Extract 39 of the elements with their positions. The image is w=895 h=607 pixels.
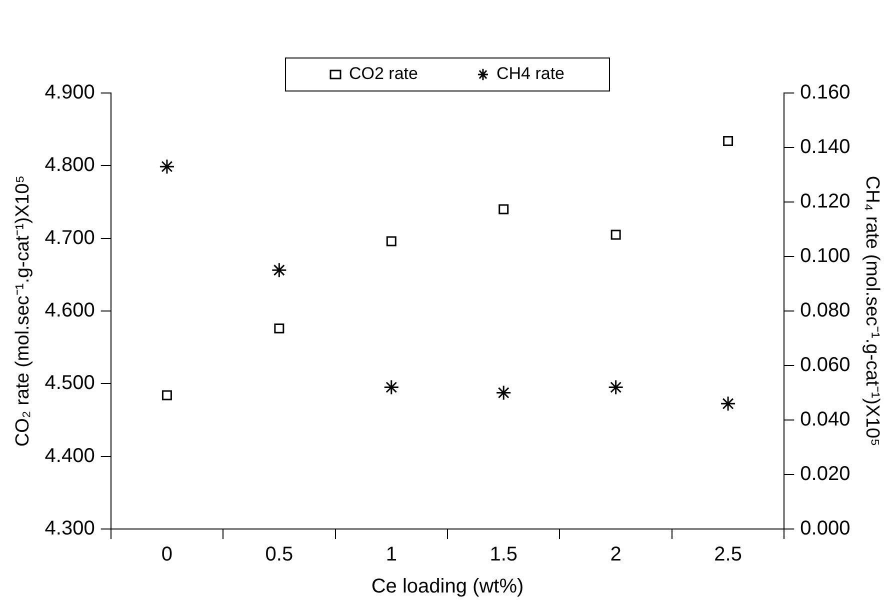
- point: [159, 158, 175, 174]
- point: [271, 262, 287, 278]
- point: [608, 380, 624, 396]
- y-tick-label: 4.900: [44, 82, 95, 104]
- point: [274, 323, 284, 334]
- legend-label: CH4 rate: [496, 64, 565, 84]
- y2-tick-label: 0.040: [800, 408, 850, 431]
- point: [162, 390, 172, 400]
- point: [498, 204, 509, 214]
- point: [723, 136, 734, 146]
- x-axis-title: Ce loading (wt%): [371, 576, 524, 598]
- y-tick-label: 4.500: [44, 372, 95, 394]
- point: [384, 380, 400, 396]
- point: [386, 236, 396, 246]
- x-tick-label: 1.5: [490, 544, 518, 566]
- x-tick-label: 2.5: [714, 544, 742, 566]
- y2-tick-label: 0.140: [800, 136, 850, 158]
- point: [496, 385, 512, 400]
- x-tick-label: 2: [610, 544, 622, 566]
- y2-tick-label: 0.080: [800, 300, 850, 322]
- y-tick-label: 4.700: [44, 226, 95, 249]
- y2-tick-label: 0.000: [800, 518, 850, 540]
- x-tick-label: 0.5: [265, 544, 294, 566]
- y-tick-label: 4.300: [44, 518, 95, 540]
- x-tick-label: 0: [161, 544, 173, 566]
- y2-tick-label: 0.160: [800, 82, 850, 104]
- x-tick-label: 1: [386, 544, 397, 566]
- y2-tick-label: 0.100: [800, 245, 850, 268]
- legend-label: CO2 rate: [349, 64, 418, 84]
- y2-tick-label: 0.020: [800, 463, 850, 486]
- y-axis-title: CO₂ rate (mol.sec⁻¹.g-cat⁻¹)X10⁵: [12, 175, 34, 447]
- y-tick-label: 4.800: [44, 154, 95, 176]
- y2-axis-title: CH₄ rate (mol.sec⁻¹.g-cat⁻¹)X10⁵: [861, 176, 882, 446]
- y2-tick-label: 0.060: [800, 354, 850, 376]
- y-tick-label: 4.400: [44, 444, 95, 467]
- point: [610, 230, 621, 240]
- point: [720, 396, 736, 412]
- y-tick-label: 4.600: [44, 300, 95, 322]
- y2-tick-label: 0.120: [800, 190, 850, 213]
